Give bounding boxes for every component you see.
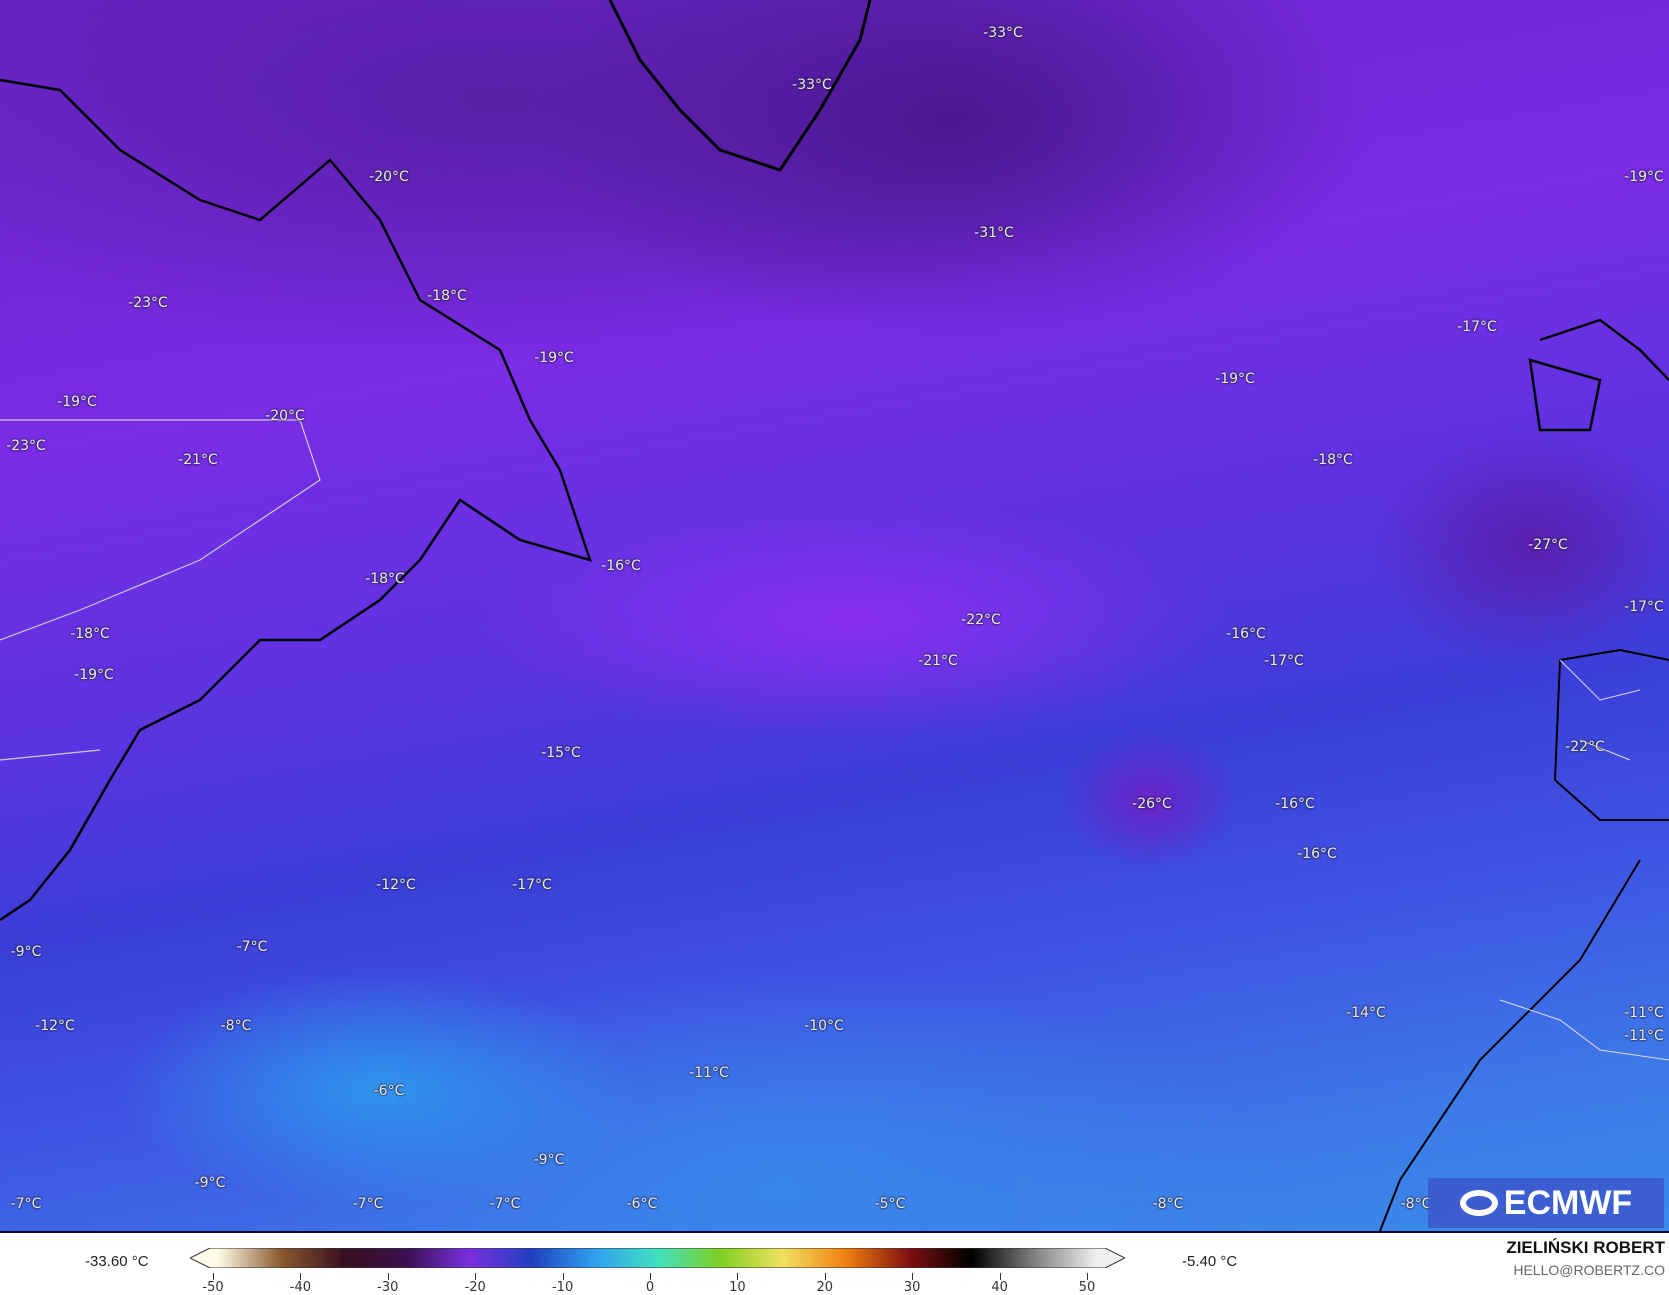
- temperature-label: -7°C: [236, 939, 268, 955]
- temperature-label: -7°C: [10, 1196, 42, 1212]
- temperature-label: -19°C: [534, 350, 574, 366]
- temperature-label: -12°C: [376, 877, 416, 893]
- temperature-label: -8°C: [220, 1018, 252, 1034]
- temperature-label: -9°C: [10, 944, 42, 960]
- temperature-label: -27°C: [1528, 537, 1568, 553]
- colorbar-tick: [387, 1273, 389, 1280]
- temperature-label: -19°C: [74, 667, 114, 683]
- colorbar-tick: [999, 1273, 1001, 1280]
- colorbar-tick-label: -50: [202, 1280, 224, 1295]
- temperature-label: -6°C: [373, 1083, 405, 1099]
- temperature-label: -17°C: [512, 877, 552, 893]
- temperature-label: -7°C: [352, 1196, 384, 1212]
- temperature-label: -33°C: [792, 77, 832, 93]
- temperature-label: -18°C: [365, 571, 405, 587]
- temperature-label: -10°C: [804, 1018, 844, 1034]
- colorbar-tick: [912, 1273, 914, 1280]
- temperature-label: -19°C: [57, 394, 97, 410]
- temperature-label: -22°C: [961, 612, 1001, 628]
- temperature-label: -21°C: [178, 452, 218, 468]
- colorbar-min-label: -33.60 °C: [85, 1253, 149, 1270]
- colorbar-tick: [213, 1273, 214, 1280]
- temperature-label: -16°C: [1226, 626, 1266, 642]
- temperature-label: -19°C: [1624, 169, 1664, 185]
- colorbar-tick: [737, 1273, 739, 1280]
- temperature-label: -15°C: [541, 745, 581, 761]
- temperature-label: -18°C: [70, 626, 110, 642]
- temperature-label: -17°C: [1624, 599, 1664, 615]
- temperature-label: -20°C: [265, 408, 305, 424]
- temperature-label: -19°C: [1215, 371, 1255, 387]
- temperature-label: -11°C: [1624, 1028, 1664, 1044]
- temperature-label: -11°C: [1624, 1005, 1664, 1021]
- ecmwf-logo-icon: [1459, 1190, 1498, 1216]
- colorbar-max-label: -5.40 °C: [1182, 1253, 1238, 1270]
- colorbar-tick-label: 10: [729, 1280, 746, 1295]
- colorbar-tick: [475, 1273, 477, 1280]
- coastlines: [0, 0, 1669, 1231]
- temperature-label: -9°C: [533, 1152, 565, 1168]
- colorbar-tick-label: -40: [289, 1280, 312, 1295]
- temperature-label: -12°C: [35, 1018, 75, 1034]
- temperature-label: -23°C: [128, 295, 168, 311]
- colorbar-tick-label: 30: [903, 1280, 921, 1295]
- colorbar-tick-label: 0: [645, 1280, 655, 1295]
- temperature-label: -9°C: [194, 1175, 226, 1191]
- temperature-map: -33°C -33°C -19°C -20°C -31°C -18°C -23°C -17°C…: [0, 0, 1669, 1233]
- ecmwf-logo: ECMWF: [1428, 1178, 1664, 1228]
- temperature-label: -8°C: [1152, 1196, 1184, 1212]
- colorbar-tick: [824, 1273, 826, 1280]
- colorbar-tick: [562, 1273, 564, 1280]
- temperature-label: -18°C: [427, 288, 467, 304]
- logo-text: ECMWF: [1503, 1183, 1633, 1222]
- temperature-label: -17°C: [1264, 653, 1304, 669]
- colorbar-tick: [1087, 1273, 1088, 1280]
- colorbar-tick-label: 40: [991, 1280, 1008, 1295]
- author-email: HELLO@ROBERTZ.CO: [1513, 1262, 1665, 1278]
- colorbar-tick-label: 20: [816, 1280, 834, 1295]
- temperature-label: -16°C: [601, 558, 641, 574]
- temperature-label: -11°C: [689, 1065, 729, 1081]
- temperature-label: -14°C: [1346, 1005, 1386, 1021]
- temperature-label: -23°C: [6, 438, 46, 454]
- temperature-label: -8°C: [1400, 1196, 1432, 1212]
- colorbar-tick-label: -30: [377, 1280, 399, 1295]
- colorbar-tick: [650, 1273, 651, 1280]
- temperature-label: -21°C: [918, 653, 958, 669]
- temperature-label: -26°C: [1132, 796, 1172, 812]
- temperature-label: -31°C: [974, 225, 1014, 241]
- temperature-label: -5°C: [874, 1196, 906, 1212]
- author-name: ZIELIŃSKI ROBERT: [1506, 1238, 1665, 1257]
- temperature-label: -18°C: [1313, 452, 1353, 468]
- colorbar-tick-label: -20: [464, 1280, 486, 1295]
- colorbar-tick-label: 50: [1078, 1280, 1096, 1295]
- colorbar-tick: [300, 1273, 302, 1280]
- temperature-label: -33°C: [983, 25, 1023, 41]
- temperature-label: -20°C: [369, 169, 409, 185]
- temperature-label: -16°C: [1297, 846, 1337, 862]
- temperature-label: -22°C: [1565, 739, 1605, 755]
- colorbar: [190, 1248, 1125, 1268]
- temperature-label: -16°C: [1275, 796, 1315, 812]
- temperature-label: -17°C: [1457, 319, 1497, 335]
- colorbar-tick-label: -10: [551, 1280, 574, 1295]
- temperature-label: -6°C: [626, 1196, 658, 1212]
- temperature-label: -7°C: [489, 1196, 521, 1212]
